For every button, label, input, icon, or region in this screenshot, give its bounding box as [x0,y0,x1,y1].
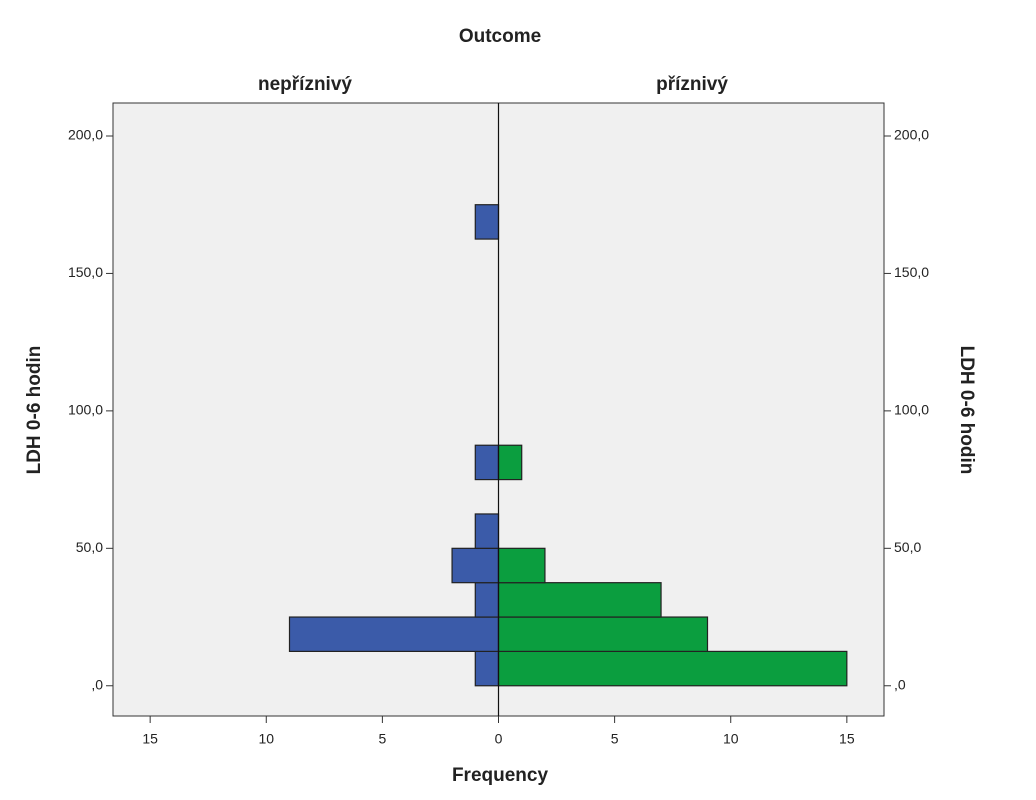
y-tick-label: 50,0 [894,539,921,555]
bar [451,547,500,584]
y-axis-label: LDH 0-6 hodin [24,346,45,475]
y-tick-label: 150,0 [68,264,103,280]
y-tick-label: 200,0 [68,127,103,143]
bar [288,616,500,653]
bar [497,444,523,481]
panel-header: nepříznivý [258,74,352,95]
y-tick-label: ,0 [91,676,103,692]
chart-title: Outcome [459,26,541,47]
y-tick-label: 50,0 [76,539,103,555]
bar [474,444,500,481]
x-tick-label: 10 [258,731,274,747]
x-axis-label: Frequency [452,765,549,786]
y-tick-label: 150,0 [894,264,929,280]
x-tick-label: 0 [495,731,503,747]
y-axis-label: LDH 0-6 hodin [956,346,977,475]
x-tick-label: 5 [611,731,619,747]
x-tick-label: 5 [378,731,386,747]
x-tick-label: 10 [723,731,739,747]
y-tick-label: ,0 [894,676,906,692]
bar [474,513,500,549]
y-tick-label: 100,0 [68,402,103,418]
bar [497,547,546,584]
bar [474,650,500,687]
bar [497,616,709,653]
bar [474,204,500,240]
bar [497,582,662,618]
panel-header: příznivý [656,74,728,95]
bar [474,582,500,618]
bar [497,650,848,687]
x-tick-label: 15 [839,731,855,747]
x-tick-label: 15 [142,731,158,747]
y-tick-label: 100,0 [894,402,929,418]
y-tick-label: 200,0 [894,127,929,143]
